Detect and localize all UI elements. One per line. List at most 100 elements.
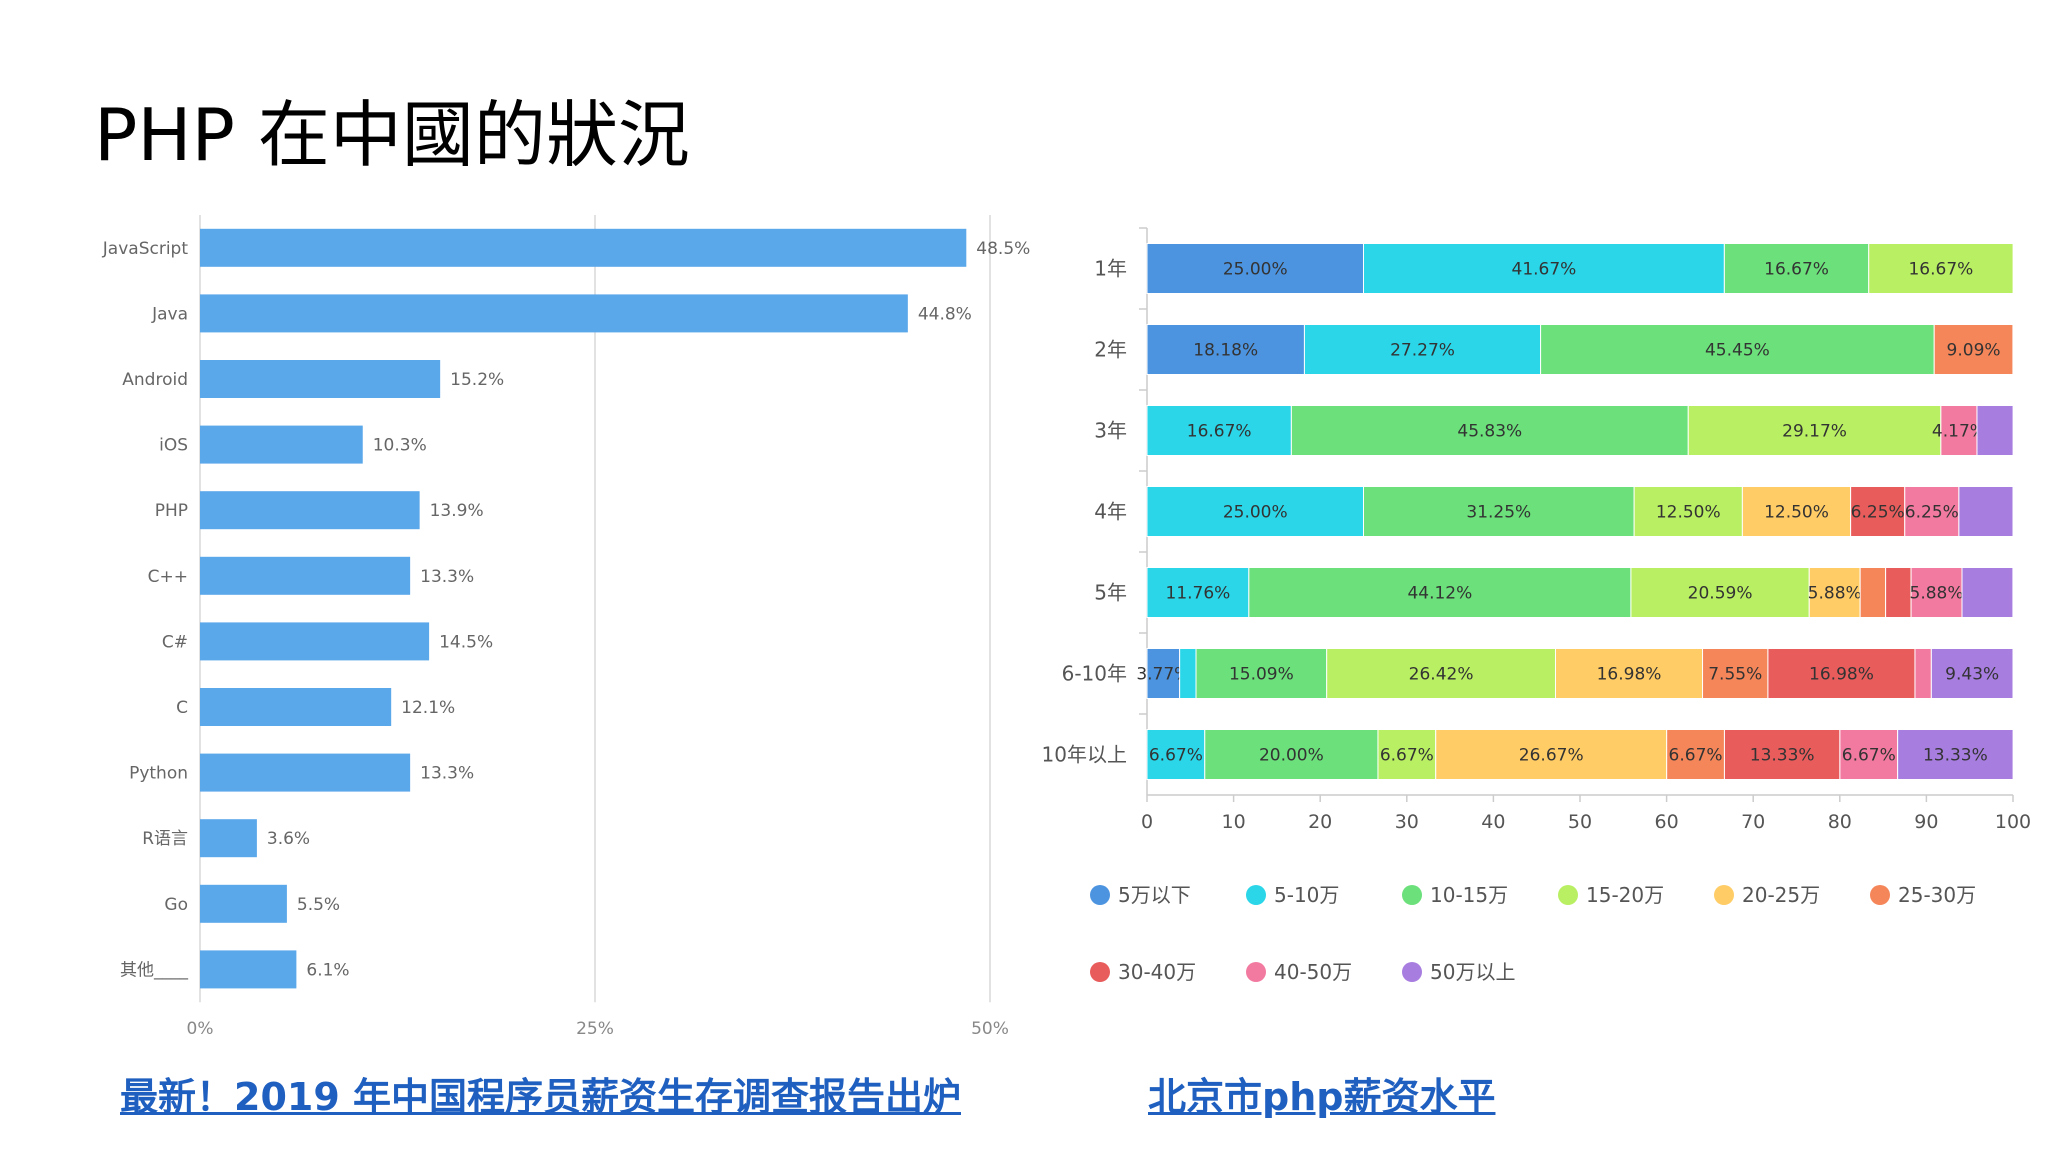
category-label: 10年以上 (1042, 743, 1127, 767)
bar (200, 950, 297, 989)
category-label: 4年 (1094, 500, 1127, 524)
data-label: 6.67% (1842, 746, 1896, 766)
stack-segment (1204, 729, 1379, 780)
x-tick-label: 25% (576, 1019, 614, 1039)
category-label: 5年 (1094, 581, 1127, 605)
stack-segment (1859, 567, 1887, 618)
bar (200, 228, 967, 267)
stack-segment (1741, 486, 1852, 537)
legend-marker (1558, 885, 1578, 905)
category-label: 2年 (1094, 338, 1127, 362)
category-label: PHP (155, 501, 188, 521)
data-label: 27.27% (1390, 341, 1455, 361)
data-label: 15.2% (450, 370, 504, 390)
stack-segment (1958, 486, 2014, 537)
stack-segment (1930, 648, 2014, 699)
stack-segment (1767, 648, 1916, 699)
legend-label: 5-10万 (1274, 883, 1339, 907)
stack-segment (1910, 567, 1963, 618)
stack-segment (1961, 567, 2014, 618)
bar (200, 688, 392, 726)
legend-label: 5万以下 (1118, 883, 1191, 907)
category-label: iOS (159, 436, 188, 456)
data-label: 5.5% (297, 895, 340, 915)
stack-segment (1868, 243, 2014, 294)
category-label: JavaScript (102, 239, 189, 259)
category-label: R语言 (142, 829, 188, 849)
category-label: 1年 (1094, 257, 1127, 281)
legend-marker (1090, 885, 1110, 905)
category-label: C (176, 698, 188, 718)
data-label: 26.42% (1409, 665, 1474, 685)
salary-report-link[interactable]: 最新！2019 年中国程序员薪资生存调查报告出炉 (120, 1075, 961, 1119)
stack-segment (1914, 648, 1932, 699)
stack-segment (1146, 405, 1292, 456)
data-label: 12.50% (1764, 503, 1829, 523)
legend-marker (1870, 885, 1890, 905)
x-tick-label: 10 (1222, 811, 1246, 833)
language-salary-bar-chart: 0% 25% 50% JavaScript 48.5% Java 44.8% Android 1… (102, 215, 1030, 1039)
beijing-php-salary-stacked-chart: 0 10 20 30 40 50 60 70 80 90 100 1年 25.00% 41.67% 16.6… (1042, 227, 2030, 984)
data-label: 20.59% (1688, 584, 1753, 604)
data-label: 3.6% (267, 829, 310, 849)
legend-label: 50万以上 (1430, 960, 1515, 984)
bar (200, 884, 287, 923)
x-tick-label: 20 (1308, 811, 1332, 833)
data-label: 44.8% (918, 304, 972, 324)
legend-marker (1090, 962, 1110, 982)
x-tick-label: 80 (1828, 811, 1852, 833)
data-label: 26.67% (1519, 746, 1584, 766)
x-tick-label: 70 (1741, 811, 1765, 833)
bar (200, 425, 363, 464)
stack-segment (1723, 729, 1841, 780)
data-label: 14.5% (439, 632, 493, 652)
stack-segment (1146, 243, 1364, 294)
legend-marker (1714, 885, 1734, 905)
data-label: 6.25% (1905, 503, 1959, 523)
x-tick-label: 60 (1655, 811, 1679, 833)
x-tick-label: 100 (1995, 811, 2030, 833)
category-label: 3年 (1094, 419, 1127, 443)
stack-segment (1904, 486, 1960, 537)
data-label: 6.67% (1669, 746, 1723, 766)
data-label: 6.67% (1380, 746, 1434, 766)
data-label: 12.50% (1656, 503, 1721, 523)
data-label: 10.3% (373, 436, 427, 456)
data-label: 16.67% (1187, 422, 1252, 442)
stack-segment (1195, 648, 1328, 699)
stack-segment (1326, 648, 1556, 699)
category-label: 其他____ (120, 960, 188, 980)
stack-segment (1850, 486, 1906, 537)
stack-segment (1723, 243, 1870, 294)
legend-label: 25-30万 (1898, 883, 1976, 907)
legend-marker (1246, 885, 1266, 905)
legend-label: 30-40万 (1118, 960, 1196, 984)
data-label: 9.09% (1947, 341, 2001, 361)
data-label: 5.88% (1910, 584, 1964, 604)
data-label: 31.25% (1466, 503, 1531, 523)
category-label: Python (129, 764, 188, 784)
data-label: 13.9% (430, 501, 484, 521)
data-label: 45.83% (1457, 422, 1522, 442)
data-label: 25.00% (1223, 503, 1288, 523)
x-tick-label: 0% (187, 1019, 214, 1039)
legend-label: 15-20万 (1586, 883, 1664, 907)
beijing-php-salary-link[interactable]: 北京市php薪资水平 (1148, 1075, 1496, 1119)
data-label: 13.33% (1923, 746, 1988, 766)
stack-segment (1363, 243, 1725, 294)
x-tick-label: 50% (971, 1019, 1009, 1039)
stack-segment (1897, 729, 2014, 780)
stack-segment (1630, 567, 1810, 618)
data-label: 16.67% (1908, 260, 1973, 280)
data-label: 15.09% (1229, 665, 1294, 685)
data-label: 3.77% (1136, 665, 1190, 685)
data-label: 29.17% (1782, 422, 1847, 442)
x-tick-label: 30 (1395, 811, 1419, 833)
data-label: 20.00% (1259, 746, 1324, 766)
stack-segment (1633, 486, 1743, 537)
data-label: 45.45% (1705, 341, 1770, 361)
stack-segment (1933, 324, 2014, 375)
stack-segment (1702, 648, 1769, 699)
data-label: 16.98% (1597, 665, 1662, 685)
bar (200, 556, 411, 595)
